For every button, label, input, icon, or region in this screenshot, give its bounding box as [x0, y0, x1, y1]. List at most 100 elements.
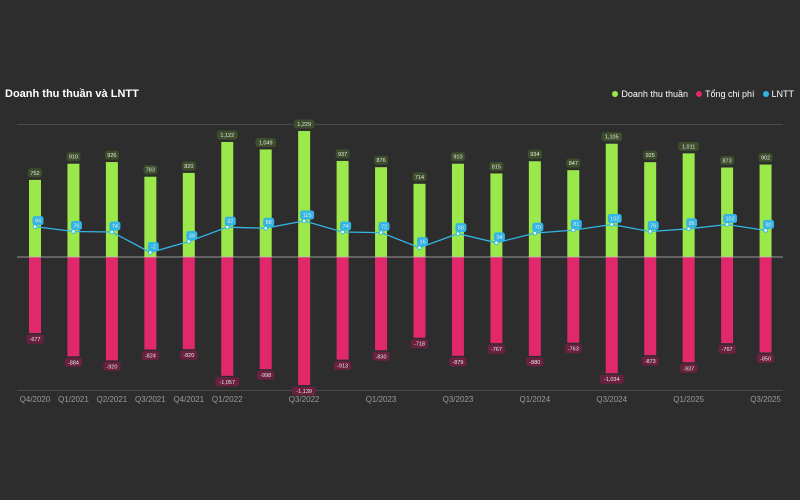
chart-title: Doanh thu thuần và LNTT — [5, 88, 139, 100]
cost-data-label-bg — [292, 386, 317, 396]
revenue-bar — [759, 164, 772, 257]
cost-data-label-bg — [641, 356, 659, 366]
cost-data-label: -824 — [145, 354, 156, 360]
revenue-data-label: 1,122 — [220, 133, 234, 139]
x-tick-label: Q1/2022 — [212, 395, 243, 404]
lntt-data-label: 86 — [689, 221, 695, 227]
cost-data-label-bg — [564, 344, 582, 354]
revenue-data-label-bg — [374, 155, 388, 165]
lntt-data-label: 92 — [227, 219, 233, 225]
legend-swatch-revenue — [612, 91, 619, 97]
cost-bar — [605, 257, 618, 374]
lntt-data-label-bg — [686, 218, 698, 228]
cost-data-label-bg — [410, 339, 429, 349]
revenue-data-label-bg — [28, 168, 42, 178]
lntt-data-label: 74 — [112, 224, 118, 230]
legend-item-lntt[interactable]: LNTT — [762, 89, 794, 99]
cost-bar — [182, 257, 195, 350]
x-tick-label: Q3/2024 — [596, 395, 627, 404]
revenue-data-label-bg — [758, 153, 773, 163]
revenue-bar — [375, 167, 388, 257]
revenue-data-label-bg — [181, 161, 196, 171]
lntt-point — [378, 230, 384, 235]
lntt-data-label: -2 — [151, 245, 156, 251]
cost-data-label-bg — [372, 351, 390, 361]
lntt-data-label: 34 — [496, 235, 502, 241]
legend-item-revenue[interactable]: Doanh thu thuần — [612, 89, 688, 99]
lntt-data-label: 94 — [35, 219, 41, 225]
lntt-point — [724, 222, 730, 227]
lntt-point — [186, 239, 192, 244]
cost-bar — [721, 257, 734, 344]
lntt-data-label: 16 — [419, 240, 425, 246]
revenue-data-label-bg — [489, 161, 504, 171]
cost-bar — [490, 257, 503, 344]
revenue-data-label-bg — [527, 149, 542, 159]
revenue-bar — [644, 162, 657, 257]
lntt-data-label-bg — [723, 213, 738, 223]
revenue-data-label: 815 — [492, 164, 501, 170]
lntt-data-label: 68 — [458, 226, 464, 232]
revenue-data-label-bg — [678, 141, 699, 151]
revenue-bar — [451, 163, 464, 257]
x-tick-label: Q4/2020 — [20, 395, 51, 404]
cost-data-label: -884 — [68, 360, 79, 366]
cost-bar — [682, 257, 695, 363]
revenue-bar — [682, 153, 695, 257]
cost-bar — [67, 257, 80, 357]
cost-bar — [567, 257, 580, 343]
lntt-point — [494, 240, 499, 246]
cost-data-label: -998 — [260, 373, 271, 379]
cost-bar — [375, 257, 388, 351]
lntt-data-label-bg — [224, 216, 236, 226]
lntt-data-label-bg — [147, 242, 159, 252]
lntt-data-label-bg — [763, 219, 775, 229]
cost-data-label: -820 — [183, 353, 194, 359]
lntt-data-label: 39 — [189, 233, 195, 239]
x-tick-label: Q1/2021 — [58, 395, 89, 404]
lntt-data-label-bg — [417, 237, 428, 247]
lntt-data-label-bg — [532, 222, 544, 232]
cost-data-label: -873 — [645, 359, 656, 365]
legend: Doanh thu thuần Tổng chi phí LNTT — [612, 89, 794, 99]
legend-item-costs[interactable]: Tổng chi phí — [695, 89, 755, 99]
lntt-data-label-bg — [340, 221, 352, 231]
revenue-bar — [259, 149, 272, 257]
lntt-data-label: 76 — [650, 223, 656, 229]
lntt-point — [532, 230, 538, 236]
lntt-data-label: 76 — [73, 223, 79, 229]
lntt-data-label-bg — [607, 213, 622, 223]
cost-data-label: -763 — [568, 347, 579, 353]
cost-data-label: -850 — [760, 357, 771, 363]
cost-data-label: -880 — [529, 360, 540, 366]
cost-bar — [221, 257, 234, 376]
revenue-data-label-bg — [293, 119, 315, 129]
lntt-point — [301, 218, 307, 224]
revenue-data-label-bg — [720, 155, 735, 165]
lntt-data-label-bg — [32, 216, 44, 226]
lntt-data-label: 70 — [535, 225, 541, 231]
legend-label-costs: Tổng chi phí — [704, 89, 755, 99]
lntt-data-label: 102 — [610, 216, 619, 222]
x-tick-label: Q3/2025 — [750, 395, 781, 404]
cost-data-label: -1,057 — [219, 380, 235, 386]
cost-data-label-bg — [257, 370, 275, 380]
revenue-data-label: 1,229 — [297, 122, 311, 128]
cost-bar — [144, 257, 157, 350]
x-tick-label: Q1/2025 — [673, 395, 704, 404]
revenue-data-label: 752 — [30, 171, 39, 177]
cost-bar — [29, 257, 41, 334]
lntt-data-label-bg — [300, 210, 315, 220]
revenue-data-label-bg — [601, 132, 622, 142]
revenue-data-label: 1,105 — [605, 135, 619, 141]
cost-data-label-bg — [215, 377, 240, 387]
cost-data-label: -1,034 — [604, 377, 620, 383]
lntt-point — [686, 226, 691, 232]
cost-bar — [644, 257, 657, 356]
x-tick-label: Q1/2024 — [519, 395, 550, 404]
cost-data-label: -718 — [414, 342, 425, 348]
cost-data-label: -767 — [722, 347, 733, 353]
lntt-data-label-bg — [109, 221, 121, 231]
lntt-point — [148, 250, 153, 255]
